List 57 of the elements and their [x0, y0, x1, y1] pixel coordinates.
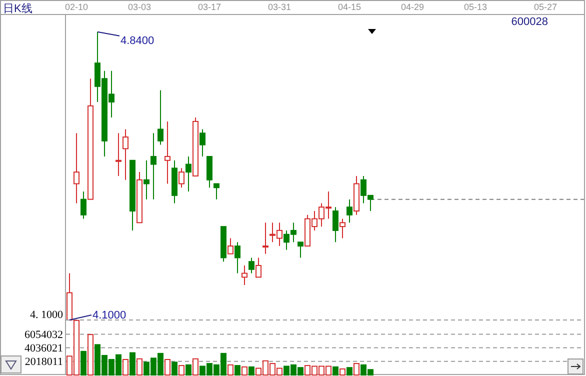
bar [248, 366, 254, 376]
annotation: 4.8400 [120, 35, 154, 48]
candlestick [74, 132, 80, 204]
bar [122, 359, 128, 376]
chart-title: 日K线 [3, 2, 32, 15]
candlestick [340, 218, 346, 239]
x-tick-label: 03-03 [128, 2, 152, 12]
bar [178, 365, 184, 376]
annotation: 4.1000 [92, 309, 126, 322]
candlestick [214, 183, 220, 200]
candlestick [206, 156, 212, 188]
bar [88, 334, 94, 376]
text: 4. 1000 [30, 308, 64, 321]
candlestick [248, 257, 254, 274]
candlestick [80, 191, 86, 220]
bar [242, 366, 248, 376]
chart-subtitle: 600028 [511, 16, 548, 28]
y-tick-label: 2018011 [24, 356, 63, 368]
candlestick [262, 222, 268, 254]
bar [340, 368, 346, 376]
candlestick [122, 128, 128, 180]
candlestick [346, 198, 352, 224]
candlestick [116, 132, 122, 176]
candlestick [200, 128, 206, 157]
candlestick [234, 242, 240, 274]
candlestick [164, 120, 170, 184]
candlestick [186, 156, 192, 192]
bar [164, 359, 170, 376]
bar [192, 358, 198, 376]
bar [136, 358, 142, 376]
y-tick-label: 4036021 [24, 342, 63, 355]
candlestick [178, 168, 184, 188]
x-tick-label: 03-31 [268, 2, 292, 12]
bar [130, 352, 136, 376]
candlestick [242, 264, 248, 286]
candlestick [256, 257, 262, 278]
candlestick [150, 132, 156, 200]
y-tick-label: 6054032 [24, 329, 63, 342]
bar [228, 364, 234, 376]
x-tick-label: 05-27 [534, 2, 558, 12]
candlestick [228, 238, 234, 254]
x-tick-label: 02-10 [64, 2, 88, 12]
bar [186, 364, 192, 376]
x-tick-label: 04-29 [400, 2, 424, 12]
bar [346, 367, 352, 376]
x-tick-label: 05-13 [464, 2, 488, 12]
bar [234, 365, 240, 376]
candlestick [332, 206, 338, 243]
x-tick-label: 03-17 [198, 2, 222, 12]
candlestick [298, 242, 304, 258]
x-tick-label: 04-15 [338, 2, 362, 12]
bar [172, 362, 178, 376]
bar [80, 350, 86, 376]
bar [332, 366, 338, 376]
candlestick [144, 160, 150, 200]
candlestick [158, 90, 164, 146]
bar [354, 363, 360, 376]
